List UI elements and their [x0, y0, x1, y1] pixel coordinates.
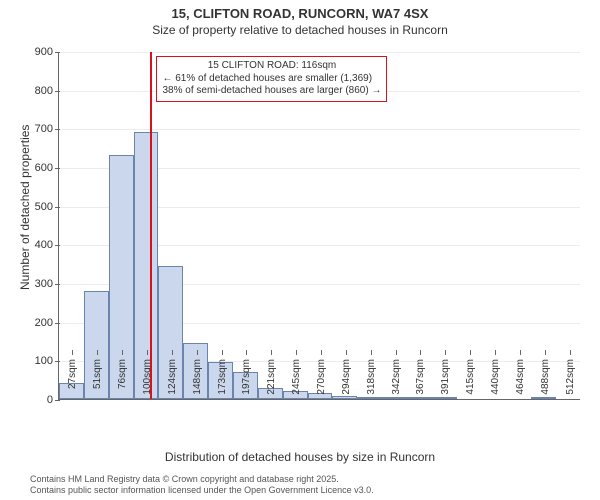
y-tick-label: 700 — [35, 123, 59, 135]
x-tick-label: 367sqm — [415, 359, 426, 405]
x-tick-label: 512sqm — [565, 359, 576, 405]
annotation-box: 15 CLIFTON ROAD: 116sqm ← 61% of detache… — [156, 56, 387, 102]
x-tick-label: 76sqm — [117, 359, 128, 405]
x-tick-label: 342sqm — [391, 359, 402, 405]
x-tick-label: 294sqm — [341, 359, 352, 405]
y-axis-label: Number of detached properties — [18, 125, 32, 290]
y-tick-label: 200 — [35, 317, 59, 329]
y-tick-label: 0 — [47, 394, 59, 406]
x-tick-label: 440sqm — [490, 359, 501, 405]
annotation-line-smaller: ← 61% of detached houses are smaller (1,… — [162, 73, 381, 86]
chart-container: { "title": "15, CLIFTON ROAD, RUNCORN, W… — [0, 0, 600, 500]
x-tick-label: 464sqm — [515, 359, 526, 405]
x-tick-label: 318sqm — [366, 359, 377, 405]
grid-line — [59, 52, 580, 53]
chart-title: 15, CLIFTON ROAD, RUNCORN, WA7 4SX — [0, 0, 600, 21]
highlight-marker-line — [150, 52, 152, 399]
x-tick-label: 148sqm — [192, 359, 203, 405]
y-tick-label: 800 — [35, 85, 59, 97]
annotation-title: 15 CLIFTON ROAD: 116sqm — [162, 60, 381, 73]
x-tick-label: 27sqm — [67, 359, 78, 405]
y-tick-label: 400 — [35, 239, 59, 251]
x-tick-label: 124sqm — [167, 359, 178, 405]
annotation-line-larger: 38% of semi-detached houses are larger (… — [162, 85, 381, 98]
x-tick-label: 245sqm — [291, 359, 302, 405]
footer-line-2: Contains public sector information licen… — [30, 485, 600, 496]
grid-line — [59, 129, 580, 130]
x-tick-label: 391sqm — [440, 359, 451, 405]
y-tick-label: 600 — [35, 162, 59, 174]
x-tick-label: 221sqm — [266, 359, 277, 405]
x-axis-label: Distribution of detached houses by size … — [0, 450, 600, 464]
chart-subtitle: Size of property relative to detached ho… — [0, 21, 600, 37]
chart-footer: Contains HM Land Registry data © Crown c… — [0, 474, 600, 497]
y-tick-label: 500 — [35, 201, 59, 213]
footer-line-1: Contains HM Land Registry data © Crown c… — [30, 474, 600, 485]
y-tick-label: 300 — [35, 278, 59, 290]
plot-area: 010020030040050060070080090027sqm51sqm76… — [58, 52, 580, 400]
x-tick-label: 488sqm — [540, 359, 551, 405]
x-tick-label: 270sqm — [316, 359, 327, 405]
x-tick-label: 415sqm — [465, 359, 476, 405]
x-tick-label: 197sqm — [241, 359, 252, 405]
x-tick-label: 173sqm — [217, 359, 228, 405]
y-tick-label: 100 — [35, 355, 59, 367]
y-tick-label: 900 — [35, 46, 59, 58]
x-tick-label: 51sqm — [92, 359, 103, 405]
